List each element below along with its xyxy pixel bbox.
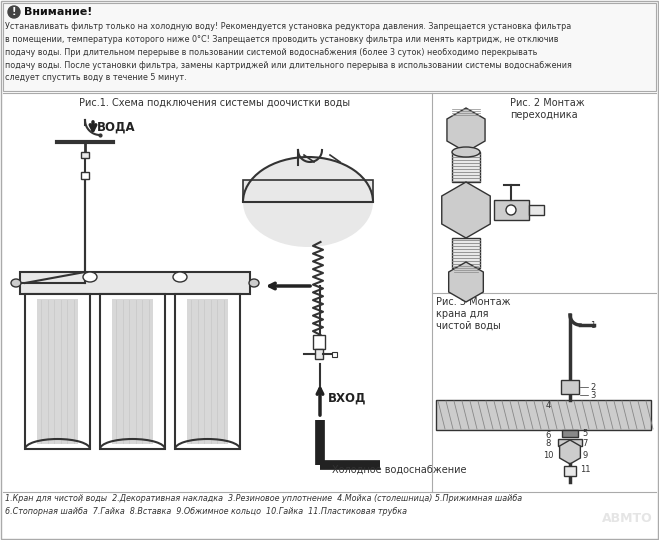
Text: 9: 9 <box>583 450 588 460</box>
Text: Рис.1. Схема подключения системы доочистки воды: Рис.1. Схема подключения системы доочист… <box>80 98 351 108</box>
Text: ВОДА: ВОДА <box>97 120 136 133</box>
Text: 7: 7 <box>583 438 588 448</box>
Text: 5: 5 <box>583 429 588 437</box>
Ellipse shape <box>249 279 259 287</box>
Ellipse shape <box>452 147 480 157</box>
Text: 4: 4 <box>546 401 551 409</box>
Text: 8: 8 <box>545 438 551 448</box>
Bar <box>436 400 651 430</box>
Bar <box>37 299 78 444</box>
Bar <box>81 152 89 158</box>
Text: 1: 1 <box>590 321 595 329</box>
Bar <box>313 335 325 349</box>
Text: Рис. 3 Монтаж
крана для
чистой воды: Рис. 3 Монтаж крана для чистой воды <box>436 297 511 330</box>
Text: 6: 6 <box>545 430 551 440</box>
Ellipse shape <box>83 272 97 282</box>
Bar <box>315 349 323 359</box>
Ellipse shape <box>173 272 187 282</box>
Text: 11: 11 <box>580 465 590 475</box>
Polygon shape <box>447 108 485 152</box>
Ellipse shape <box>11 279 21 287</box>
Bar <box>25 294 90 449</box>
Text: !: ! <box>12 7 16 17</box>
Text: ABMTO: ABMTO <box>602 512 653 525</box>
Bar <box>332 352 337 357</box>
Bar <box>100 294 165 449</box>
Bar <box>564 466 576 476</box>
Bar <box>529 205 544 215</box>
Bar <box>562 430 578 437</box>
Bar <box>112 299 153 444</box>
Bar <box>20 272 250 294</box>
Bar <box>452 238 480 268</box>
Polygon shape <box>442 182 490 238</box>
Bar <box>561 380 579 394</box>
Text: ВХОД: ВХОД <box>328 392 366 404</box>
Bar <box>175 294 240 449</box>
Text: 1.Кран для чистой воды  2.Декоративная накладка  3.Резиновое уплотнение  4.Мойка: 1.Кран для чистой воды 2.Декоративная на… <box>5 494 522 516</box>
Bar <box>81 172 89 179</box>
Polygon shape <box>449 262 483 302</box>
Circle shape <box>8 6 20 18</box>
Text: Холодное водоснабжение: Холодное водоснабжение <box>332 465 467 475</box>
Bar <box>3 3 656 91</box>
Bar <box>187 299 228 444</box>
Text: 3: 3 <box>590 390 595 400</box>
Text: Устанавливать фильтр только на холодную воду! Рекомендуется установка редуктора : Устанавливать фильтр только на холодную … <box>5 22 572 83</box>
Bar <box>558 439 582 446</box>
Polygon shape <box>559 440 581 464</box>
Circle shape <box>506 205 516 215</box>
Bar <box>243 180 373 202</box>
Text: 2: 2 <box>590 382 595 392</box>
Text: Рис. 2 Монтаж
переходника: Рис. 2 Монтаж переходника <box>510 98 585 119</box>
Bar <box>452 152 480 182</box>
Text: Внимание!: Внимание! <box>24 7 92 17</box>
Text: 10: 10 <box>543 450 554 460</box>
Bar <box>494 200 529 220</box>
Ellipse shape <box>243 157 373 247</box>
